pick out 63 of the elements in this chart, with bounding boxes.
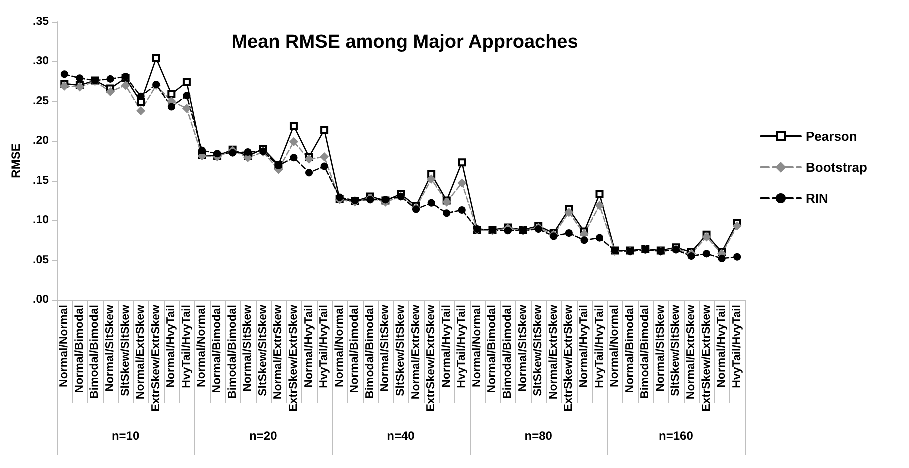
x-tick-label: Normal/SltSkew bbox=[380, 304, 392, 392]
y-tick-label: .30 bbox=[33, 56, 49, 68]
x-tick-label: ExtrSkew/ExtrSkew bbox=[150, 304, 162, 412]
x-tick-label: Normal/Normal bbox=[58, 305, 71, 388]
x-tick-label: Normal/ExtrSkew bbox=[410, 304, 422, 400]
x-tick-label: Normal/Bimodal bbox=[624, 305, 636, 394]
y-tick-label: .10 bbox=[33, 214, 49, 227]
x-tick-label: Normal/Bimodal bbox=[349, 305, 362, 394]
x-tick-label: Normal/ExtrSkew bbox=[548, 304, 560, 400]
text: n=160 bbox=[659, 429, 694, 443]
text: n=40 bbox=[387, 429, 416, 443]
x-tick-label: Normal/Normal bbox=[334, 305, 346, 388]
x-tick-label: ExtrSkew/ExtrSkew bbox=[700, 304, 713, 412]
y-tick-label: .05 bbox=[33, 254, 50, 266]
x-tick-label: Normal/HvyTail bbox=[166, 305, 178, 388]
x-tick-label: Normal/HvyTail bbox=[716, 305, 728, 388]
legend-label: Pearson bbox=[806, 129, 858, 144]
x-tick-label: Normal/ExtrSkew bbox=[685, 304, 698, 400]
x-tick-label: Normal/Normal bbox=[471, 305, 484, 388]
x-tick-label: HvyTail/HvyTail bbox=[594, 305, 606, 388]
text: n=10 bbox=[112, 429, 140, 443]
x-tick-label: SltSkew/SltSkew bbox=[257, 304, 270, 396]
x-tick-label: Normal/Bimodal bbox=[74, 305, 86, 394]
x-tick-label: SltSkew/SltSkew bbox=[532, 304, 545, 396]
y-tick-label: .35 bbox=[33, 16, 50, 28]
x-tick-label: Normal/SltSkew bbox=[104, 304, 117, 392]
x-tick-label: HvyTail/HvyTail bbox=[456, 305, 468, 388]
x-tick-label: HvyTail/HvyTail bbox=[731, 305, 744, 388]
x-tick-label: Normal/Normal bbox=[609, 305, 622, 388]
x-tick-label: ExtrSkew/ExtrSkew bbox=[288, 304, 300, 412]
x-tick-label: Bimodal/Bimodal bbox=[226, 305, 239, 399]
x-tick-label: Normal/SltSkew bbox=[242, 304, 254, 392]
y-tick-label: .20 bbox=[33, 135, 49, 148]
x-tick-label: Normal/ExtrSkew bbox=[272, 304, 285, 400]
x-tick-label: Normal/SltSkew bbox=[654, 304, 667, 392]
x-tick-label: Bimodal/Bimodal bbox=[640, 305, 652, 399]
x-tick-label: Normal/HvyTail bbox=[440, 305, 453, 388]
x-tick-label: SltSkew/SltSkew bbox=[395, 304, 407, 396]
text: n=80 bbox=[524, 429, 553, 443]
legend-label: Bootstrap bbox=[806, 160, 868, 175]
x-tick-label: HvyTail/HvyTail bbox=[180, 305, 193, 388]
x-tick-label: SltSkew/SltSkew bbox=[120, 304, 132, 396]
x-tick-label: HvyTail/HvyTail bbox=[318, 305, 331, 388]
x-tick-label: Normal/SltSkew bbox=[517, 304, 530, 392]
y-axis-title: RMSE bbox=[9, 144, 23, 178]
x-tick-label: Normal/HvyTail bbox=[578, 305, 590, 388]
y-tick-label: .15 bbox=[33, 174, 50, 187]
y-tick-label: .25 bbox=[33, 95, 50, 108]
x-tick-label: Bimodal/Bimodal bbox=[502, 305, 514, 399]
x-tick-label: Normal/HvyTail bbox=[303, 305, 316, 388]
text: n=20 bbox=[250, 429, 278, 443]
x-tick-label: ExtrSkew/ExtrSkew bbox=[426, 304, 438, 412]
x-tick-label: Normal/Bimodal bbox=[486, 305, 499, 394]
x-tick-label: Normal/Bimodal bbox=[212, 305, 224, 394]
x-tick-label: Normal/ExtrSkew bbox=[135, 304, 148, 400]
x-tick-label: Bimodal/Bimodal bbox=[364, 305, 376, 399]
legend-label: RIN bbox=[806, 191, 828, 206]
x-tick-label: Bimodal/Bimodal bbox=[89, 305, 102, 399]
text: Mean RMSE among Major Approaches bbox=[232, 32, 578, 53]
x-tick-label: ExtrSkew/ExtrSkew bbox=[563, 304, 576, 412]
x-tick-label: SltSkew/SltSkew bbox=[670, 304, 682, 396]
x-tick-label: Normal/Normal bbox=[196, 305, 208, 388]
y-tick-label: .00 bbox=[33, 294, 49, 306]
